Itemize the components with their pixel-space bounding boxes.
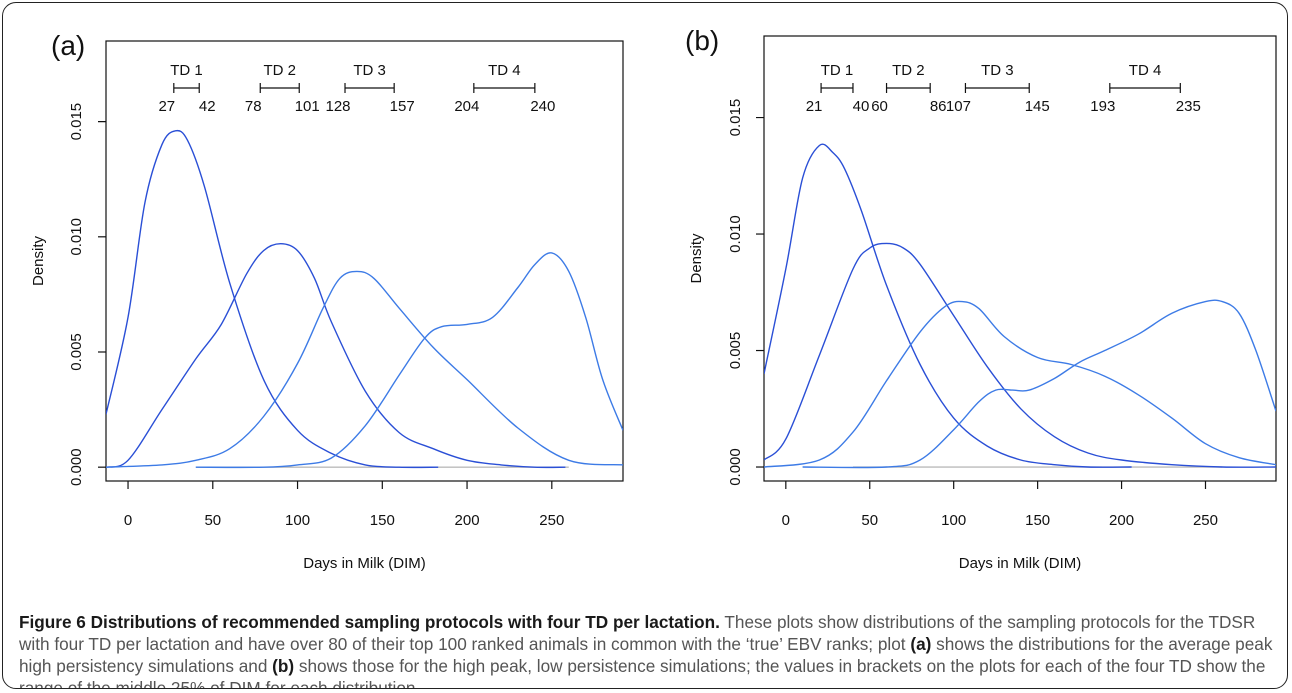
density-curve-td1 (106, 129, 439, 469)
td-high-value: 86 (930, 98, 947, 115)
td-high-value: 42 (199, 98, 216, 115)
y-tick-label: 0.015 (727, 99, 744, 137)
y-tick-label: 0.000 (68, 448, 85, 486)
td-high-value: 240 (530, 98, 555, 115)
x-tick-label: 200 (455, 512, 480, 529)
panel-label: (b) (685, 25, 719, 56)
series-group (106, 129, 623, 469)
td-high-value: 145 (1025, 98, 1050, 115)
x-tick-label: 0 (124, 512, 132, 529)
density-curve-td2 (764, 242, 1276, 468)
x-tick-label: 250 (1193, 512, 1218, 529)
td-label: TD 2 (263, 62, 296, 79)
y-axis-label: Density (30, 235, 47, 286)
td-high-value: 235 (1176, 98, 1201, 115)
series-group (764, 143, 1276, 469)
plot-frame (105, 40, 624, 482)
density-curve-td3 (764, 300, 1276, 468)
td-label: TD 2 (892, 62, 925, 79)
x-tick-label: 50 (861, 512, 878, 529)
y-tick-label: 0.000 (727, 448, 744, 486)
y-tick-label: 0.005 (68, 333, 85, 371)
y-tick-label: 0.010 (68, 218, 85, 256)
chart-panel-b: (b) 0 50 100 150 200 250 0.000 0.005 0.010 0.015 Da… (685, 25, 1277, 572)
density-curve-td4 (802, 299, 1276, 469)
td-low-value: 60 (871, 98, 888, 115)
y-tick-label: 0.005 (727, 332, 744, 370)
density-curve-td1 (764, 143, 1132, 468)
caption-text-2: shows the distributions for the average … (19, 634, 1273, 676)
td-label: TD 1 (170, 62, 203, 79)
plot-frame (763, 35, 1277, 482)
x-tick-label: 150 (1025, 512, 1050, 529)
caption-text-3: shows those for the high peak, low persi… (19, 656, 1266, 689)
x-tick-label: 50 (204, 512, 221, 529)
panel-label: (a) (51, 30, 85, 61)
caption-text-1: These plots show distributions of the sa… (19, 612, 1256, 654)
x-tick-label: 100 (285, 512, 310, 529)
caption-title: Figure 6 Distributions of recommended sa… (19, 612, 720, 632)
td-low-value: 204 (454, 98, 479, 115)
x-tick-label: 200 (1109, 512, 1134, 529)
td-low-value: 21 (806, 98, 823, 115)
x-axis-label: Days in Milk (DIM) (303, 555, 426, 572)
y-axis-label: Density (688, 233, 705, 284)
chart-panel-a: (a) 0 50 100 150 200 250 0.000 0.005 0.010 0.015 Da… (30, 30, 624, 572)
td-low-value: 78 (245, 98, 262, 115)
density-curve-td4 (195, 252, 623, 469)
td-high-value: 157 (390, 98, 415, 115)
td-high-value: 40 (853, 98, 870, 115)
td-low-value: 193 (1090, 98, 1115, 115)
x-tick-label: 250 (539, 512, 564, 529)
td-low-value: 27 (158, 98, 175, 115)
td-label: TD 3 (353, 62, 386, 79)
td-label: TD 4 (488, 62, 521, 79)
y-tick-label: 0.015 (68, 103, 85, 141)
figure-caption: Figure 6 Distributions of recommended sa… (19, 611, 1281, 689)
td-label: TD 4 (1129, 62, 1162, 79)
x-tick-label: 100 (941, 512, 966, 529)
x-axis-label: Days in Milk (DIM) (959, 555, 1082, 572)
td-label: TD 3 (981, 62, 1014, 79)
caption-ref-a: (a) (910, 634, 932, 654)
td-low-value: 128 (325, 98, 350, 115)
caption-ref-b: (b) (272, 656, 295, 676)
td-low-value: 107 (946, 98, 971, 115)
y-tick-label: 0.010 (727, 215, 744, 253)
td-high-value: 101 (295, 98, 320, 115)
td-label: TD 1 (821, 62, 854, 79)
density-curve-td3 (106, 270, 623, 468)
x-tick-label: 0 (782, 512, 790, 529)
density-curve-td2 (106, 242, 566, 469)
x-tick-label: 150 (370, 512, 395, 529)
